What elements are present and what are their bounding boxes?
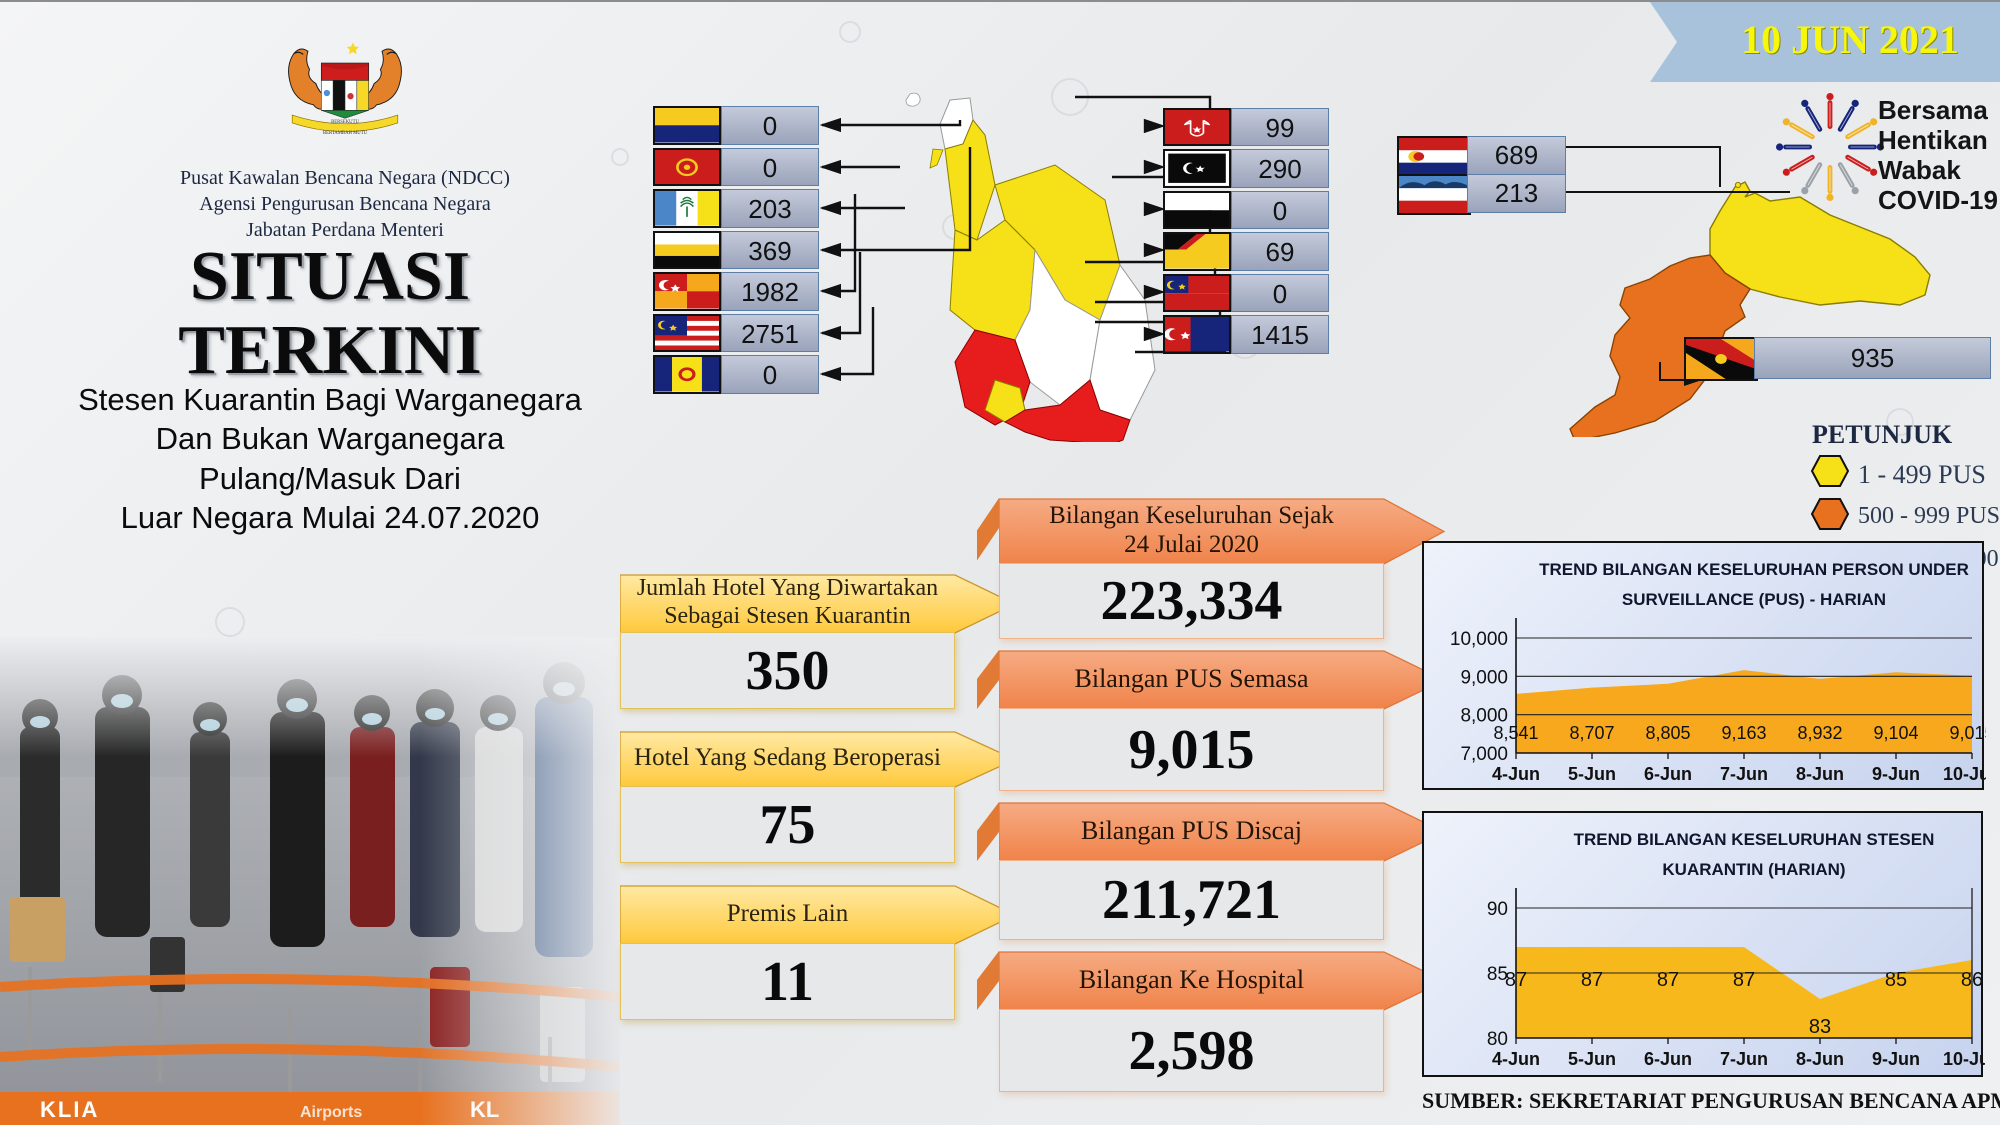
svg-text:Airports: Airports <box>300 1104 362 1121</box>
svg-text:87: 87 <box>1505 969 1527 991</box>
svg-text:80: 80 <box>1487 1029 1508 1050</box>
svg-text:9,104: 9,104 <box>1873 723 1918 743</box>
svg-text:10,000: 10,000 <box>1450 629 1508 650</box>
svg-text:8,707: 8,707 <box>1569 723 1614 743</box>
svg-text:7,000: 7,000 <box>1460 744 1508 765</box>
svg-text:4-Jun: 4-Jun <box>1492 764 1540 784</box>
svg-text:10-Jun: 10-Jun <box>1943 1049 1985 1069</box>
svg-text:9,000: 9,000 <box>1460 667 1508 688</box>
svg-text:9-Jun: 9-Jun <box>1872 764 1920 784</box>
svg-text:TREND BILANGAN KESELURUHAN PER: TREND BILANGAN KESELURUHAN PERSON UNDER <box>1539 560 1969 579</box>
svg-text:10-Jun: 10-Jun <box>1943 764 1986 784</box>
svg-text:9,015: 9,015 <box>1949 723 1986 743</box>
svg-text:8-Jun: 8-Jun <box>1796 1049 1844 1069</box>
svg-text:KLIA: KLIA <box>40 1097 99 1122</box>
svg-text:7-Jun: 7-Jun <box>1720 764 1768 784</box>
svg-text:6-Jun: 6-Jun <box>1644 764 1692 784</box>
svg-text:5-Jun: 5-Jun <box>1568 764 1616 784</box>
svg-text:90: 90 <box>1487 899 1508 920</box>
svg-text:9,163: 9,163 <box>1721 723 1766 743</box>
svg-text:83: 83 <box>1809 1016 1831 1038</box>
svg-text:7-Jun: 7-Jun <box>1720 1049 1768 1069</box>
svg-text:85: 85 <box>1885 969 1907 991</box>
svg-text:8,805: 8,805 <box>1645 723 1690 743</box>
svg-text:87: 87 <box>1581 969 1603 991</box>
svg-text:SURVEILLANCE (PUS) - HARIAN: SURVEILLANCE (PUS) - HARIAN <box>1622 590 1886 609</box>
svg-text:86: 86 <box>1961 969 1983 991</box>
svg-text:8,932: 8,932 <box>1797 723 1842 743</box>
svg-text:KUARANTIN (HARIAN): KUARANTIN (HARIAN) <box>1662 860 1845 879</box>
svg-text:6-Jun: 6-Jun <box>1644 1049 1692 1069</box>
svg-text:87: 87 <box>1733 969 1755 991</box>
svg-text:9-Jun: 9-Jun <box>1872 1049 1920 1069</box>
svg-text:8-Jun: 8-Jun <box>1796 764 1844 784</box>
svg-text:4-Jun: 4-Jun <box>1492 1049 1540 1069</box>
svg-text:8,541: 8,541 <box>1493 723 1538 743</box>
svg-text:5-Jun: 5-Jun <box>1568 1049 1616 1069</box>
svg-text:87: 87 <box>1657 969 1679 991</box>
svg-text:TREND BILANGAN KESELURUHAN STE: TREND BILANGAN KESELURUHAN STESEN <box>1574 830 1935 849</box>
